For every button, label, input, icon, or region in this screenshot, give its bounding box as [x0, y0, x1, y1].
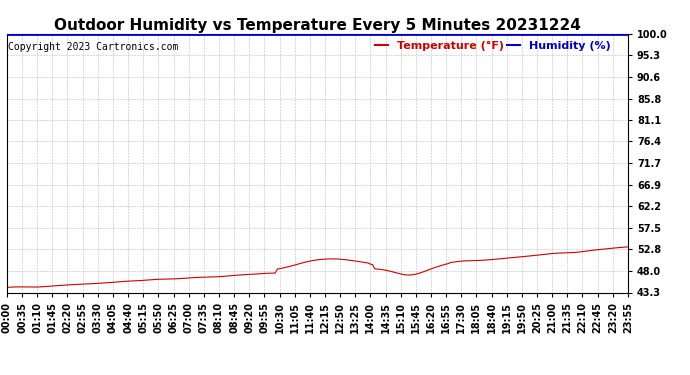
- Title: Outdoor Humidity vs Temperature Every 5 Minutes 20231224: Outdoor Humidity vs Temperature Every 5 …: [54, 18, 581, 33]
- Text: Copyright 2023 Cartronics.com: Copyright 2023 Cartronics.com: [8, 42, 178, 51]
- Legend: Temperature (°F), Humidity (%): Temperature (°F), Humidity (%): [370, 36, 615, 55]
